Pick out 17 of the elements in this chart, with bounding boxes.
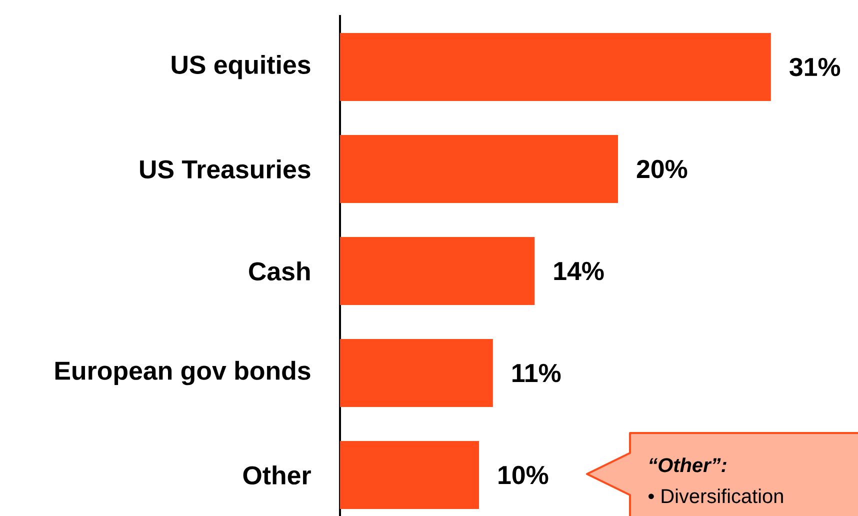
bar [340,33,771,102]
y-tick-label: European gov bonds [55,360,310,386]
annotation: • Diversification [648,488,783,504]
data-label: 11% [512,364,561,382]
data-label: 14% [554,262,604,280]
y-tick-label: Cash [249,262,310,281]
bar [340,339,493,408]
data-label: 10% [498,466,548,484]
y-tick-label: US equities [172,54,310,80]
bar [340,237,535,306]
annotation: “Other”: [650,458,726,472]
bar [340,135,618,204]
data-label: 20% [636,160,688,178]
y-tick-label: Other [243,466,311,485]
bar [340,441,480,510]
y-tick-label: US Treasuries [140,160,310,179]
data-label: 31% [790,58,840,76]
